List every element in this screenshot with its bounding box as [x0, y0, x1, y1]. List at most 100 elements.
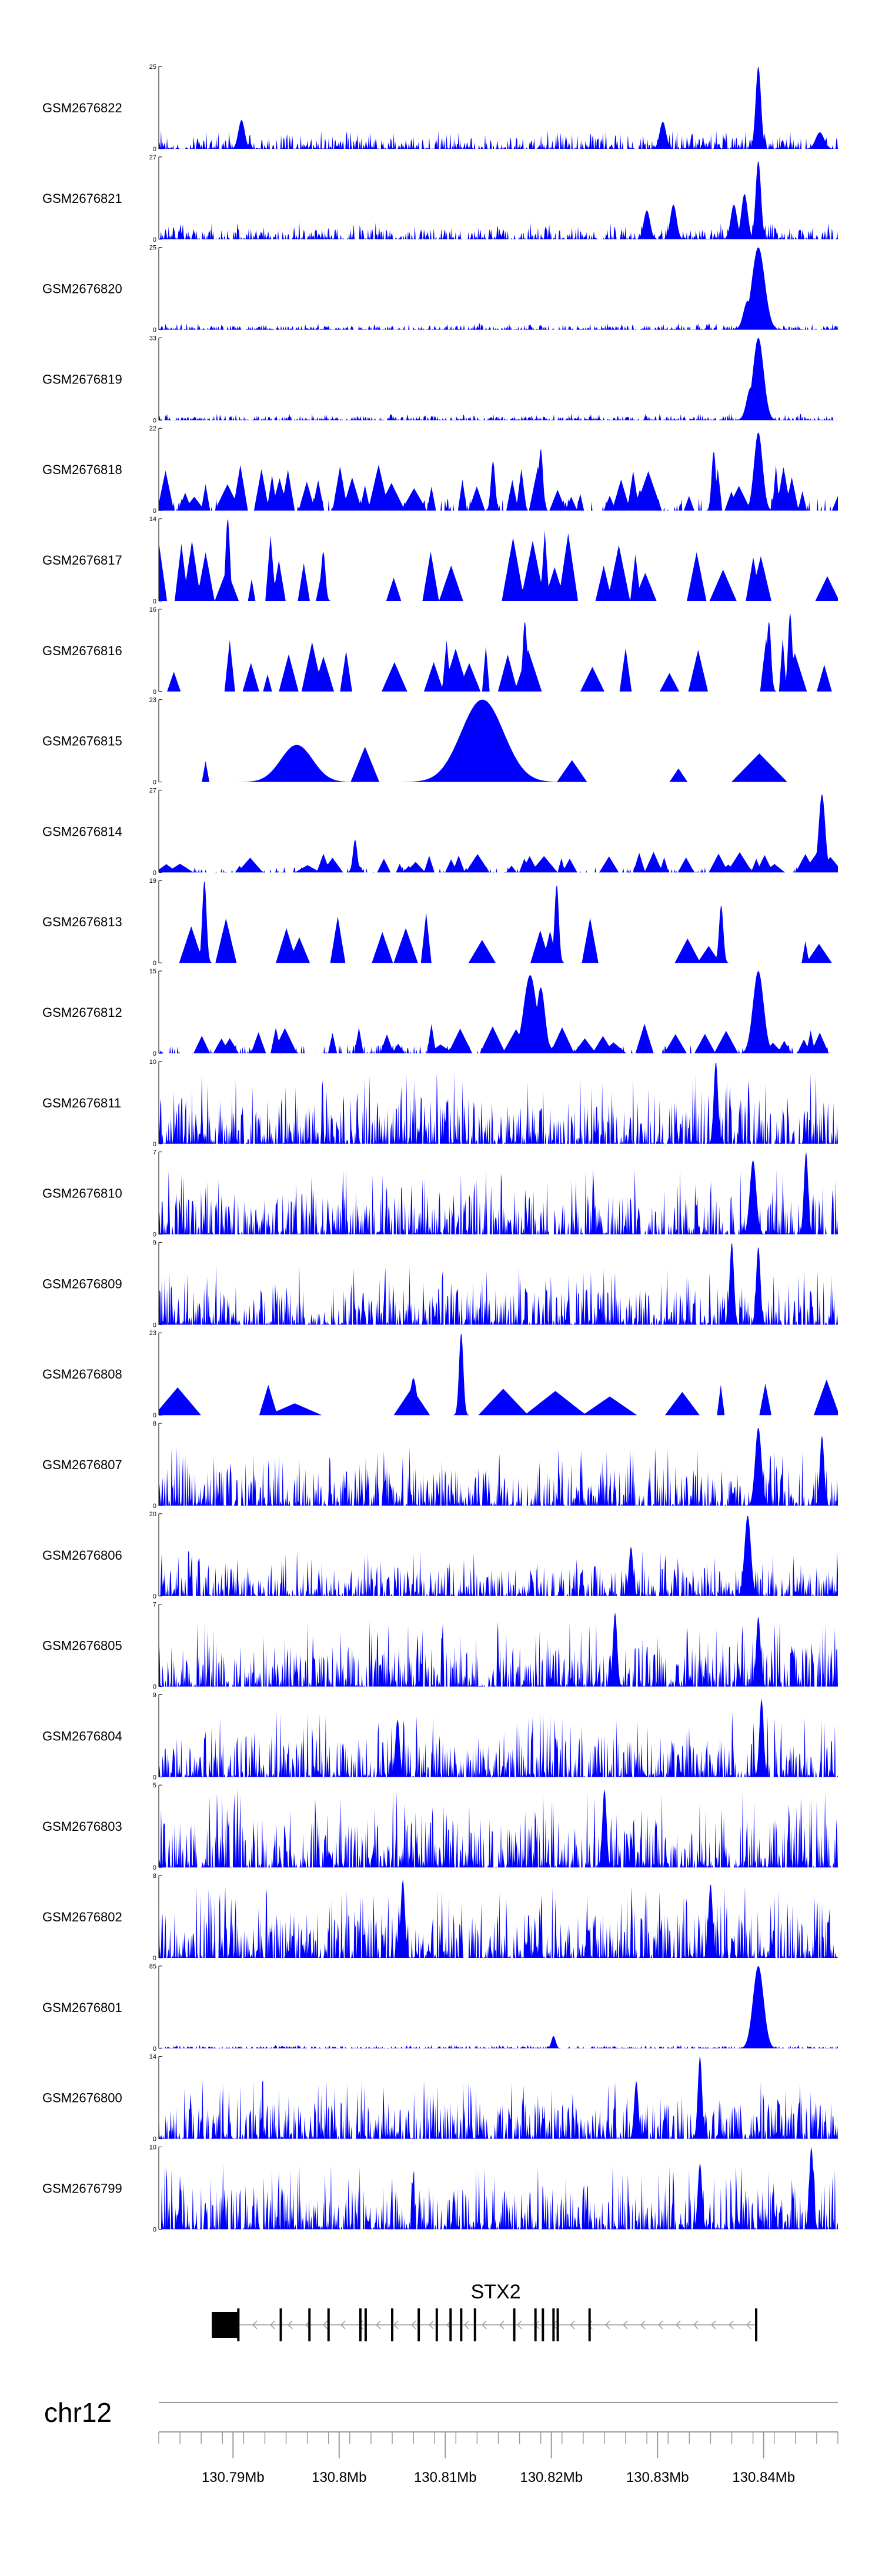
- track-GSM2676820: GSM2676820 25 0: [42, 245, 838, 334]
- y-axis-max-label: 19: [149, 877, 156, 885]
- coverage-area: [159, 1152, 838, 1234]
- track-label: GSM2676808: [42, 1367, 122, 1382]
- coverage-area: [159, 432, 838, 511]
- y-axis-min-label: 0: [153, 2046, 156, 2053]
- gene-exon: [460, 2308, 463, 2341]
- y-axis-min-label: 0: [153, 689, 156, 696]
- axis-tick-label: 130.81Mb: [414, 2470, 477, 2485]
- strand-arrow: [693, 2320, 699, 2330]
- y-axis-min-label: 0: [153, 1412, 156, 1419]
- gene-exon: [552, 2308, 555, 2341]
- strand-arrow: [517, 2320, 522, 2330]
- track-label: GSM2676822: [42, 101, 122, 115]
- coverage-area: [159, 699, 838, 782]
- gene-exon: [473, 2308, 476, 2341]
- strand-arrow: [270, 2320, 275, 2330]
- track-label: GSM2676803: [42, 1819, 122, 1834]
- strand-arrow: [411, 2320, 416, 2330]
- track-GSM2676809: GSM2676809 9 0: [42, 1239, 838, 1329]
- y-axis-min-label: 0: [153, 1774, 156, 1781]
- track-label: GSM2676814: [42, 824, 122, 839]
- y-axis-max-label: 25: [149, 64, 156, 71]
- track-GSM2676810: GSM2676810 7 0: [42, 1149, 838, 1239]
- track-GSM2676805: GSM2676805 7 0: [42, 1601, 838, 1691]
- track-GSM2676799: GSM2676799 10 0: [42, 2144, 838, 2233]
- y-axis-min-label: 0: [153, 508, 156, 515]
- axis-tick-label: 130.84Mb: [732, 2470, 795, 2485]
- coverage-area: [159, 1612, 838, 1687]
- strand-arrow: [640, 2320, 646, 2330]
- coverage-area: [159, 2057, 838, 2139]
- gene-exon: [359, 2308, 362, 2341]
- strand-arrow: [358, 2320, 363, 2330]
- y-axis-max-label: 14: [149, 516, 156, 523]
- track-label: GSM2676809: [42, 1276, 122, 1291]
- gene-exon: [435, 2308, 438, 2341]
- gene-exon: [417, 2308, 420, 2341]
- gene-annotation-track: STX2: [212, 2281, 758, 2341]
- coverage-area: [159, 519, 838, 601]
- strand-arrow: [729, 2320, 734, 2330]
- strand-arrow: [746, 2320, 751, 2330]
- gene-exon: [391, 2308, 394, 2341]
- y-axis-min-label: 0: [153, 1864, 156, 1871]
- gene-exon: [513, 2308, 516, 2341]
- track-GSM2676801: GSM2676801 85 0: [42, 1963, 838, 2053]
- gene-exon: [327, 2308, 330, 2341]
- coverage-tracks: GSM2676822250GSM2676821270GSM2676820250G…: [42, 64, 838, 2233]
- track-GSM2676811: GSM2676811 10 0: [42, 1059, 838, 1148]
- axis-tick-label: 130.8Mb: [312, 2470, 366, 2485]
- gene-exon: [534, 2308, 537, 2341]
- axis-tick-label: 130.82Mb: [520, 2470, 583, 2485]
- coverage-area: [159, 338, 838, 421]
- coverage-area: [159, 1062, 838, 1144]
- coverage-area: [159, 1966, 838, 2048]
- y-axis-max-label: 7: [153, 1601, 156, 1609]
- track-GSM2676804: GSM2676804 9 0: [42, 1691, 838, 1781]
- y-axis-max-label: 14: [149, 2054, 156, 2061]
- strand-arrow: [570, 2320, 575, 2330]
- y-axis-min-label: 0: [153, 1593, 156, 1600]
- strand-arrow: [676, 2320, 681, 2330]
- track-GSM2676800: GSM2676800 14 0: [42, 2054, 838, 2143]
- y-axis-min-label: 0: [153, 236, 156, 243]
- strand-arrow: [605, 2320, 610, 2330]
- coverage-area: [159, 794, 838, 873]
- strand-arrow: [252, 2320, 258, 2330]
- y-axis-max-label: 10: [149, 2144, 156, 2151]
- track-GSM2676818: GSM2676818 22 0: [42, 425, 838, 515]
- strand-arrow: [376, 2320, 381, 2330]
- strand-arrow: [288, 2320, 293, 2330]
- strand-arrow: [658, 2320, 663, 2330]
- y-axis-min-label: 0: [153, 1955, 156, 1962]
- coverage-area: [159, 1516, 838, 1596]
- track-GSM2676821: GSM2676821 27 0: [42, 154, 838, 243]
- strand-arrow: [623, 2320, 628, 2330]
- chromosome-label: chr12: [44, 2397, 112, 2428]
- y-axis-min-label: 0: [153, 146, 156, 153]
- strand-arrow: [587, 2320, 593, 2330]
- gene-exon: [308, 2308, 311, 2341]
- coverage-area: [159, 1880, 838, 1958]
- coverage-area: [159, 1427, 838, 1506]
- axis-tick-label: 130.83Mb: [626, 2470, 689, 2485]
- strand-arrow: [429, 2320, 434, 2330]
- gene-exon: [542, 2308, 544, 2341]
- track-GSM2676808: GSM2676808 23 0: [42, 1330, 838, 1419]
- track-label: GSM2676800: [42, 2091, 122, 2105]
- track-label: GSM2676810: [42, 1186, 122, 1201]
- track-label: GSM2676806: [42, 1548, 122, 1563]
- track-label: GSM2676801: [42, 2000, 122, 2015]
- coverage-area: [159, 1243, 838, 1325]
- track-label: GSM2676811: [42, 1096, 121, 1110]
- strand-arrow: [464, 2320, 469, 2330]
- y-axis-max-label: 23: [149, 697, 156, 704]
- gene-exon: [556, 2308, 559, 2341]
- strand-arrow: [499, 2320, 505, 2330]
- strand-arrow: [323, 2320, 328, 2330]
- y-axis-max-label: 85: [149, 1963, 156, 1970]
- track-label: GSM2676804: [42, 1729, 122, 1743]
- y-axis-min-label: 0: [153, 869, 156, 876]
- coverage-area: [159, 1699, 838, 1777]
- strand-arrow: [393, 2320, 399, 2330]
